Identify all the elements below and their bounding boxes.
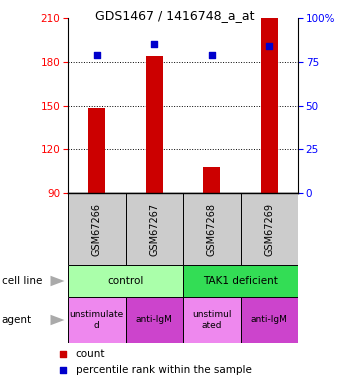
Bar [68, 265, 183, 297]
Bar [126, 193, 183, 265]
Bar [183, 297, 240, 343]
Text: GSM67268: GSM67268 [207, 202, 217, 255]
Bar [88, 108, 105, 193]
Polygon shape [50, 276, 64, 286]
Bar [240, 297, 298, 343]
Text: GDS1467 / 1416748_a_at: GDS1467 / 1416748_a_at [95, 9, 255, 22]
Bar [203, 167, 220, 193]
Point [152, 41, 157, 47]
Text: GSM67266: GSM67266 [92, 202, 102, 255]
Text: anti-IgM: anti-IgM [251, 315, 288, 324]
Text: unstimulate
d: unstimulate d [70, 310, 124, 330]
Polygon shape [50, 315, 64, 325]
Bar [68, 297, 126, 343]
Text: count: count [76, 349, 105, 359]
Bar [68, 193, 126, 265]
Text: cell line: cell line [2, 276, 42, 286]
Bar [261, 18, 278, 193]
Text: unstimul
ated: unstimul ated [192, 310, 231, 330]
Bar [146, 56, 163, 193]
Point [60, 351, 66, 357]
Bar [126, 297, 183, 343]
Text: TAK1 deficient: TAK1 deficient [203, 276, 278, 286]
Bar [240, 193, 298, 265]
Point [209, 52, 215, 58]
Bar [183, 265, 298, 297]
Text: anti-IgM: anti-IgM [136, 315, 173, 324]
Point [60, 367, 66, 373]
Text: GSM67267: GSM67267 [149, 202, 159, 256]
Text: control: control [107, 276, 144, 286]
Point [94, 52, 99, 58]
Text: agent: agent [2, 315, 32, 325]
Text: percentile rank within the sample: percentile rank within the sample [76, 365, 251, 375]
Text: GSM67269: GSM67269 [264, 202, 274, 255]
Point [266, 43, 272, 49]
Bar [183, 193, 240, 265]
